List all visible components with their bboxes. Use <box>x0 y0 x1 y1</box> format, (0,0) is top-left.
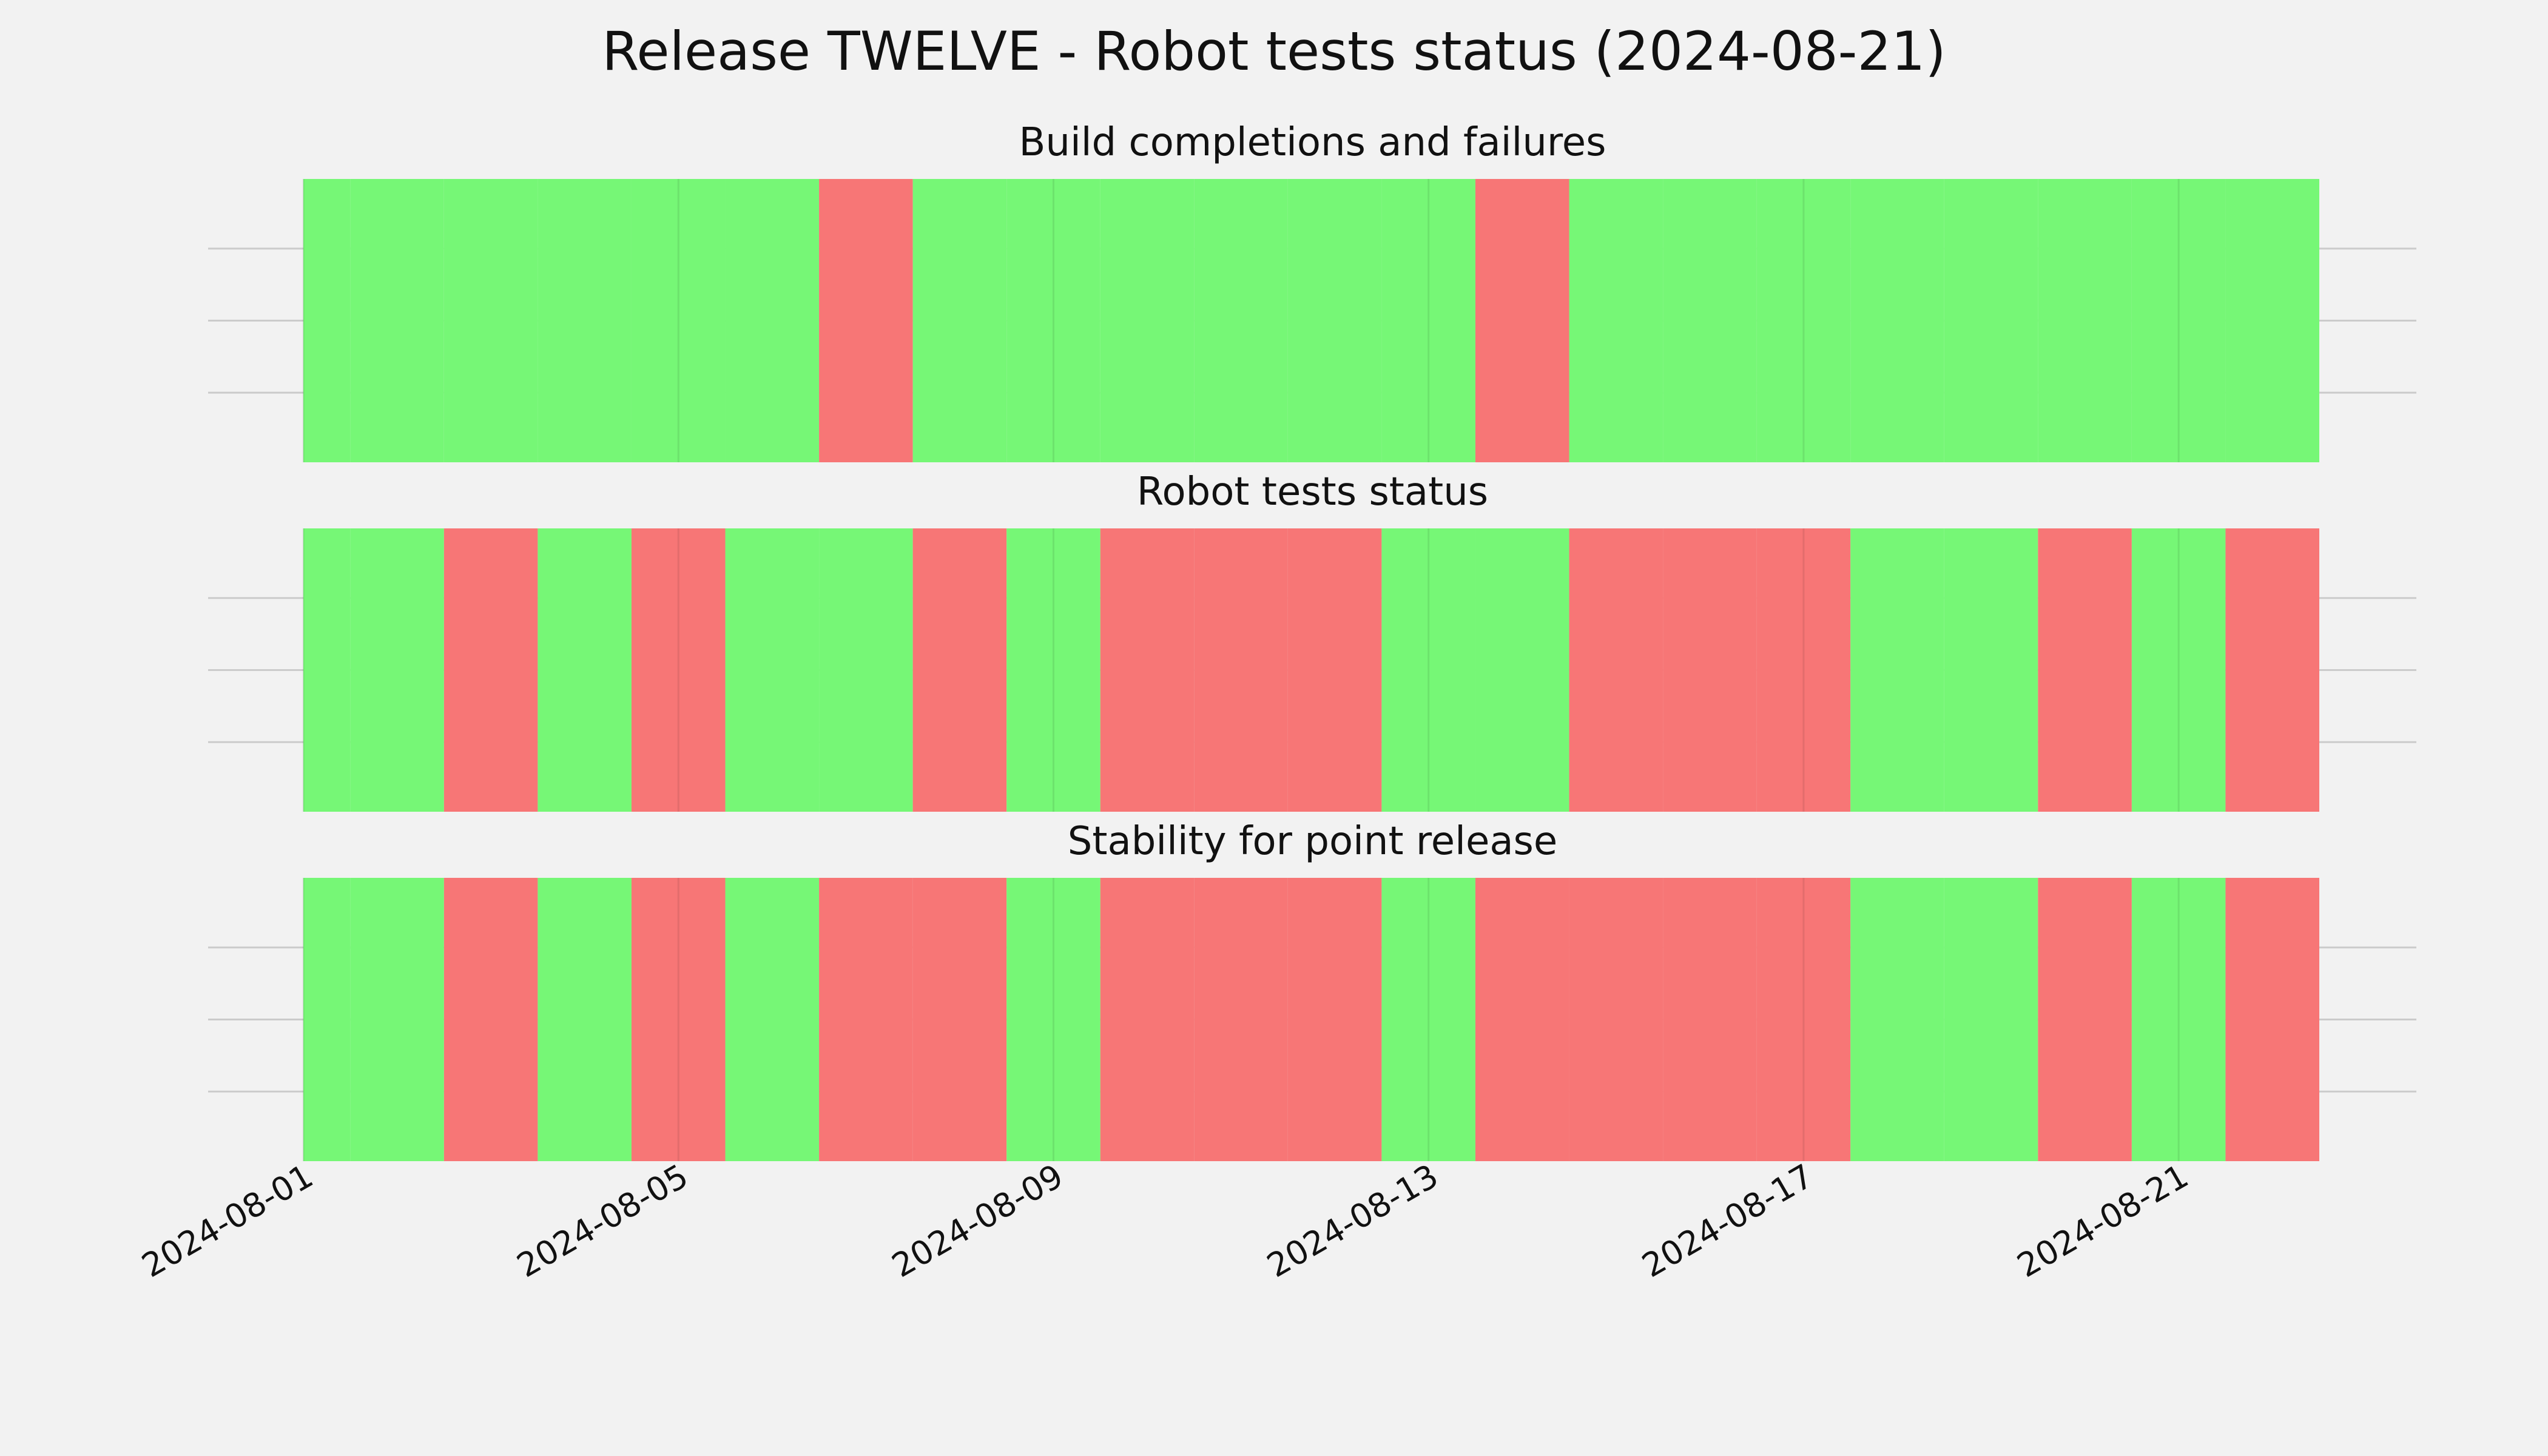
status-bar-2024-08-15 <box>1569 179 1663 462</box>
panels-group: Build completions and failures Robot test… <box>208 120 2416 1161</box>
status-bar-2024-08-14 <box>1475 528 1569 812</box>
panel-3: Stability for point release <box>208 819 2416 1161</box>
status-bar-2024-08-10 <box>1100 878 1195 1161</box>
status-bar-2024-08-11 <box>1194 878 1288 1161</box>
status-bar-2024-08-17 <box>1756 179 1851 462</box>
status-bar-2024-08-05 <box>631 528 726 812</box>
status-bar-2024-08-22 <box>2225 528 2319 812</box>
status-bar-2024-08-13 <box>1381 878 1475 1161</box>
status-bar-2024-08-08 <box>912 878 1007 1161</box>
status-bar-2024-08-04 <box>538 878 632 1161</box>
status-bar-2024-08-02 <box>350 179 444 462</box>
status-bar-2024-08-16 <box>1663 528 1757 812</box>
status-bar-2024-08-22 <box>2225 179 2319 462</box>
panel-1: Build completions and failures <box>208 120 2416 462</box>
status-bar-2024-08-14 <box>1475 179 1569 462</box>
chart-title: Release TWELVE - Robot tests status (202… <box>602 20 1946 83</box>
status-bar-2024-08-02 <box>350 878 444 1161</box>
status-bar-2024-08-14 <box>1475 878 1569 1161</box>
status-bar-2024-08-21 <box>2131 179 2226 462</box>
status-bar-2024-08-20 <box>2038 528 2132 812</box>
status-bar-2024-08-03 <box>443 528 538 812</box>
status-bar-2024-08-07 <box>819 528 913 812</box>
status-bar-2024-08-07 <box>819 878 913 1161</box>
status-bar-2024-08-18 <box>1850 179 1944 462</box>
status-bar-2024-08-17 <box>1756 878 1851 1161</box>
status-bar-2024-08-16 <box>1663 179 1757 462</box>
panel-1-title: Build completions and failures <box>1019 120 1606 165</box>
panel-3-title: Stability for point release <box>1068 819 1558 864</box>
status-bar-2024-08-12 <box>1287 179 1382 462</box>
status-bar-2024-08-20 <box>2038 179 2132 462</box>
panel-2: Robot tests status <box>208 470 2416 812</box>
status-bar-2024-08-02 <box>350 528 444 812</box>
panel-2-title: Robot tests status <box>1137 470 1488 514</box>
status-bar-2024-08-18 <box>1850 528 1944 812</box>
status-bar-2024-08-15 <box>1569 878 1663 1161</box>
status-bar-2024-08-05 <box>631 878 726 1161</box>
status-bar-2024-08-09 <box>1006 528 1100 812</box>
status-bar-2024-08-04 <box>538 528 632 812</box>
status-bar-2024-08-15 <box>1569 528 1663 812</box>
status-bar-2024-08-21 <box>2131 528 2226 812</box>
status-bar-2024-08-12 <box>1287 878 1382 1161</box>
status-bar-2024-08-11 <box>1194 528 1288 812</box>
status-bar-2024-08-01 <box>303 179 351 462</box>
status-bar-2024-08-01 <box>303 878 351 1161</box>
status-bar-2024-08-05 <box>631 179 726 462</box>
status-bar-2024-08-20 <box>2038 878 2132 1161</box>
status-bar-2024-08-08 <box>912 179 1007 462</box>
status-bar-2024-08-06 <box>725 878 820 1161</box>
status-bar-2024-08-16 <box>1663 878 1757 1161</box>
status-bar-2024-08-03 <box>443 179 538 462</box>
status-bar-2024-08-06 <box>725 528 820 812</box>
status-bar-2024-08-13 <box>1381 179 1475 462</box>
status-bar-2024-08-10 <box>1100 528 1195 812</box>
status-bar-2024-08-18 <box>1850 878 1944 1161</box>
status-bar-2024-08-04 <box>538 179 632 462</box>
status-bar-2024-08-21 <box>2131 878 2226 1161</box>
status-bar-2024-08-19 <box>1944 179 2038 462</box>
status-bar-2024-08-17 <box>1756 528 1851 812</box>
status-bar-2024-08-09 <box>1006 878 1100 1161</box>
status-bar-2024-08-10 <box>1100 179 1195 462</box>
status-bar-2024-08-19 <box>1944 878 2038 1161</box>
status-bar-2024-08-09 <box>1006 179 1100 462</box>
status-bar-2024-08-13 <box>1381 528 1475 812</box>
status-bar-2024-08-08 <box>912 528 1007 812</box>
status-bar-2024-08-07 <box>819 179 913 462</box>
status-bar-2024-08-03 <box>443 878 538 1161</box>
status-bar-2024-08-22 <box>2225 878 2319 1161</box>
status-bar-2024-08-12 <box>1287 528 1382 812</box>
status-bar-2024-08-19 <box>1944 528 2038 812</box>
status-bar-2024-08-11 <box>1194 179 1288 462</box>
status-bar-2024-08-01 <box>303 528 351 812</box>
status-bar-2024-08-06 <box>725 179 820 462</box>
